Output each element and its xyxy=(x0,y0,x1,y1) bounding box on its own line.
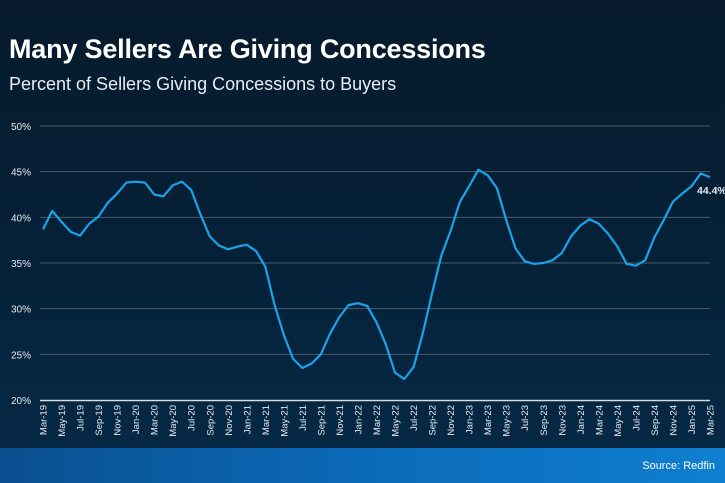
x-tick-label: Sep-24 xyxy=(650,405,661,436)
y-axis: 20% 25% 30% 35% 40% 45% 50% xyxy=(11,122,31,407)
chart-title: Many Sellers Are Giving Concessions xyxy=(9,34,486,64)
series xyxy=(42,168,711,381)
x-tick-label: Nov-21 xyxy=(335,405,346,436)
x-tick-label: May-21 xyxy=(279,405,290,437)
x-tick-label: Mar-21 xyxy=(261,405,272,435)
line-chart: 20% 25% 30% 35% 40% 45% 50% Mar-19 May-19 Jul-19… xyxy=(11,122,725,437)
data-label: 44.4% xyxy=(697,185,725,197)
x-tick-label: Jan-21 xyxy=(242,405,253,434)
x-tick-label: Sep-20 xyxy=(205,405,216,436)
x-tick-label: Sep-19 xyxy=(94,405,105,436)
x-tick-label: Nov-24 xyxy=(668,405,679,436)
x-tick-label: Jan-20 xyxy=(131,405,142,434)
x-tick-label: Jan-25 xyxy=(687,405,698,434)
x-tick-label: May-20 xyxy=(168,405,179,437)
x-tick-label: Jul-23 xyxy=(520,405,531,431)
annotations: 44.4% xyxy=(697,185,725,197)
x-tick-label: Nov-20 xyxy=(224,405,235,436)
x-tick-label: Sep-21 xyxy=(316,405,327,436)
x-axis: Mar-19 May-19 Jul-19 Sep-19 Nov-19 Jan-20 Mar-… xyxy=(39,399,717,437)
y-tick-label: 20% xyxy=(11,396,31,407)
x-tick-label: Jul-20 xyxy=(187,405,198,431)
x-tick-label: Jul-22 xyxy=(409,405,420,431)
x-tick-label: Mar-19 xyxy=(39,405,50,435)
x-tick-label: Sep-23 xyxy=(539,405,550,436)
x-tick-label: Jan-24 xyxy=(576,405,587,434)
series-line xyxy=(42,168,711,381)
x-tick-label: Mar-20 xyxy=(150,405,161,435)
gridlines xyxy=(40,125,710,355)
x-tick-label: Mar-25 xyxy=(706,405,717,435)
x-tick-label: Nov-19 xyxy=(113,405,124,436)
x-tick-label: Mar-23 xyxy=(483,405,494,435)
x-tick-label: Mar-24 xyxy=(594,405,605,435)
x-tick-label: May-22 xyxy=(391,405,402,437)
x-tick-label: Jul-21 xyxy=(298,405,309,431)
y-tick-label: 40% xyxy=(11,213,31,224)
x-tick-label: Sep-22 xyxy=(428,405,439,436)
x-tick-label: Jan-23 xyxy=(465,405,476,434)
x-tick-label: Nov-22 xyxy=(446,405,457,436)
x-tick-label: Jul-24 xyxy=(631,405,642,431)
x-tick-label: Nov-23 xyxy=(557,405,568,436)
chart-subtitle: Percent of Sellers Giving Concessions to… xyxy=(9,74,397,94)
x-tick-label: Mar-22 xyxy=(372,405,383,435)
y-tick-label: 25% xyxy=(11,350,31,361)
y-tick-label: 30% xyxy=(11,305,31,316)
x-tick-label: May-24 xyxy=(613,405,624,437)
footer-bar: Source: Redfin xyxy=(0,448,725,483)
x-tick-label: May-23 xyxy=(502,405,513,437)
x-tick-label: Jul-19 xyxy=(76,405,87,431)
y-tick-label: 35% xyxy=(11,259,31,270)
y-tick-label: 45% xyxy=(11,168,31,179)
source-label: Source: Redfin xyxy=(642,460,715,472)
y-tick-label: 50% xyxy=(11,122,31,133)
x-tick-label: May-19 xyxy=(57,405,68,437)
x-tick-label: Jan-22 xyxy=(353,405,364,434)
